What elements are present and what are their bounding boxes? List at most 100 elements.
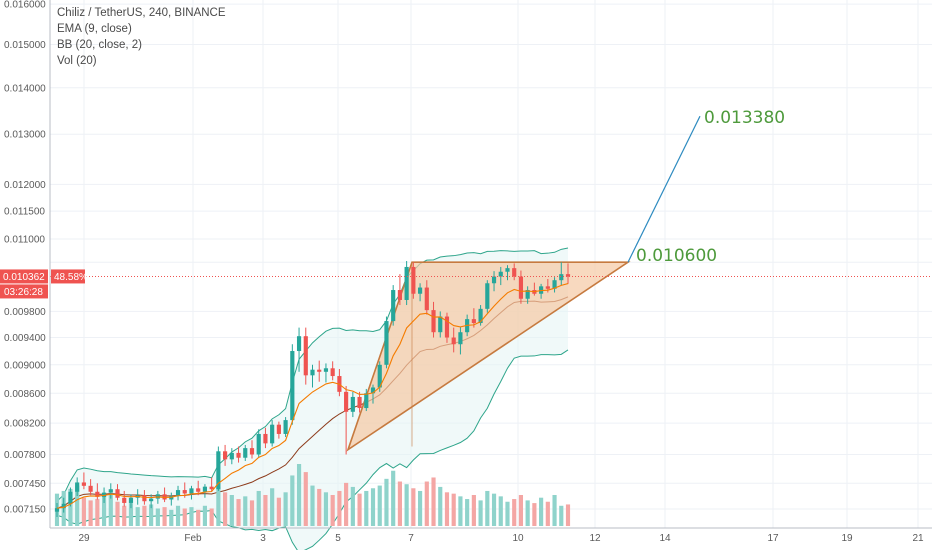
- ema-path: [56, 283, 569, 509]
- candle-body: [438, 316, 443, 333]
- candle-body: [377, 364, 382, 388]
- volume-bar: [451, 493, 456, 526]
- candle-body: [317, 369, 322, 372]
- volume-bar: [545, 501, 550, 526]
- volume-bar: [465, 499, 470, 526]
- volume-bar: [95, 499, 100, 526]
- candle-body: [263, 433, 268, 444]
- volume-bar: [229, 495, 234, 526]
- volume-bar: [391, 470, 396, 526]
- indicator-vol[interactable]: Vol (20): [57, 55, 97, 67]
- volume-bar: [317, 488, 322, 526]
- volume-bar: [559, 505, 564, 526]
- candle-body: [404, 266, 409, 300]
- candle-body: [370, 387, 376, 394]
- volume-bar: [75, 485, 80, 526]
- countdown-tag: [0, 284, 48, 299]
- volume-bar: [370, 488, 376, 526]
- candle-body: [189, 488, 194, 494]
- projection-path: [627, 115, 701, 263]
- volume-bar: [128, 503, 134, 526]
- indicator-bb[interactable]: BB (20, close, 2): [57, 39, 143, 51]
- y-tick-label: 0.012000: [4, 180, 46, 191]
- last-price-text: 0.010362: [3, 272, 45, 283]
- volume-bar: [303, 472, 308, 526]
- volume-bar: [310, 485, 315, 526]
- candle-body: [256, 433, 261, 455]
- candle-body: [202, 486, 208, 492]
- volume-bar: [337, 490, 342, 526]
- candle-body: [101, 492, 107, 497]
- volume-bar: [491, 493, 497, 526]
- volume-bar: [350, 486, 355, 526]
- y-tick-label: 0.013000: [4, 130, 46, 141]
- volume-bar: [115, 501, 120, 526]
- candle-body: [296, 336, 302, 352]
- volume-bar: [417, 490, 423, 526]
- candle-body: [142, 495, 147, 502]
- indicator-ema[interactable]: EMA (9, close): [57, 23, 132, 35]
- x-tick-label: 10: [512, 533, 524, 544]
- volume-bar: [243, 496, 248, 526]
- candle-body: [243, 448, 248, 458]
- candle-body: [54, 508, 60, 512]
- candle-body: [444, 316, 450, 338]
- volume-bar: [202, 505, 208, 526]
- candle-body: [350, 396, 355, 412]
- y-tick-label: 0.007450: [4, 479, 46, 490]
- volume-bar: [122, 505, 127, 526]
- candle-body: [498, 271, 503, 277]
- volume-bar: [249, 500, 255, 526]
- candle-body: [149, 498, 154, 502]
- volume-bar: [498, 496, 503, 526]
- projection-line[interactable]: [627, 115, 701, 263]
- volume-bar: [344, 482, 349, 526]
- candle-body: [175, 490, 181, 497]
- volume-bar: [357, 493, 362, 526]
- volume-bar: [525, 500, 530, 526]
- candle-body: [330, 368, 335, 377]
- x-tick-label: 19: [841, 533, 853, 544]
- candle-body: [128, 497, 134, 503]
- y-tick-label: 0.008200: [4, 419, 46, 430]
- axes: 0.016000 0.015000 0.014000 0.013000 0.012000…: [4, 0, 932, 544]
- candle-body: [115, 489, 120, 498]
- y-tick-label: 0.009800: [4, 307, 46, 318]
- candle-body: [512, 268, 517, 277]
- candle-body: [397, 290, 402, 300]
- candle-body: [209, 486, 214, 490]
- volume-bar: [169, 509, 174, 526]
- candle-body: [417, 287, 423, 294]
- ema-line: [56, 283, 569, 509]
- ascending-triangle-pattern[interactable]: [346, 261, 631, 452]
- candle-body: [559, 274, 564, 281]
- change-pct-tag: [51, 269, 85, 284]
- candle-body: [525, 290, 530, 299]
- volume-bar: [142, 505, 147, 526]
- candle-body: [75, 482, 80, 492]
- volume-bar: [196, 509, 201, 526]
- candle-body: [88, 485, 93, 492]
- candle-body: [216, 451, 221, 490]
- candle-body: [323, 368, 329, 372]
- candle-body: [236, 452, 241, 458]
- volume-bar: [108, 495, 113, 526]
- y-tick-label: 0.011500: [4, 207, 45, 218]
- target-breakout-label: 0.010600: [636, 246, 717, 266]
- volume-bar: [485, 490, 490, 526]
- volume-bar: [216, 486, 221, 526]
- candle-body: [451, 337, 456, 345]
- candle-body: [283, 420, 288, 434]
- y-tick-label: 0.008600: [4, 389, 46, 400]
- x-tick-label: 14: [659, 533, 671, 544]
- candle-body: [61, 503, 66, 509]
- volume-bar: [512, 499, 517, 526]
- bb-upper: [56, 247, 569, 502]
- candle-body: [505, 268, 510, 272]
- volume-bar: [296, 464, 302, 526]
- volume-bar: [270, 488, 275, 526]
- volume-bar: [411, 488, 416, 526]
- volume-bar: [377, 485, 382, 526]
- volume-bar: [505, 501, 510, 526]
